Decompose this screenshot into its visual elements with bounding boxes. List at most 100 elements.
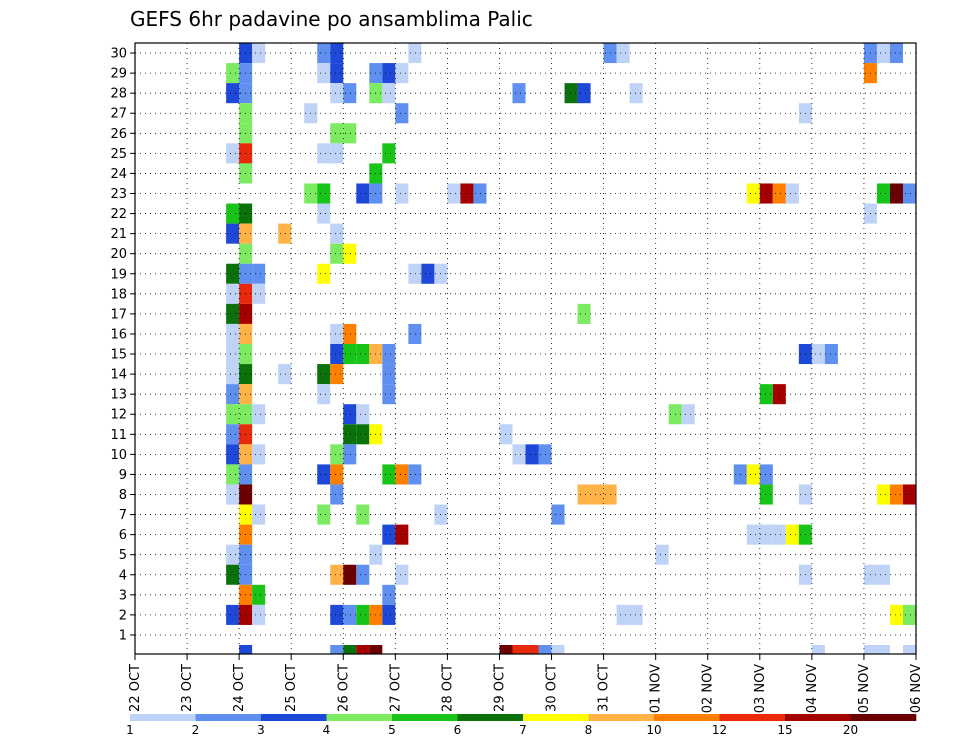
x-tick-label: 29 OCT [492, 664, 507, 712]
precip-cell [382, 584, 396, 605]
precip-cell [226, 404, 240, 425]
y-tick-label: 9 [119, 468, 127, 483]
precip-cell [330, 364, 344, 385]
precip-cell [226, 263, 240, 284]
precip-cell-strip [369, 645, 383, 654]
precip-cell [278, 364, 292, 385]
precip-cell [252, 283, 266, 304]
colorbar-segment [850, 714, 917, 721]
y-tick-label: 17 [110, 307, 127, 322]
precip-cell [330, 123, 344, 144]
precip-cell [395, 524, 409, 545]
precip-cell-strip [863, 645, 877, 654]
precip-cell [577, 484, 591, 505]
colorbar-label: 4 [323, 723, 331, 737]
x-tick-label: 06 NOV [909, 664, 924, 713]
precip-cell [356, 424, 370, 445]
precip-cell [356, 183, 370, 204]
precip-cell [356, 404, 370, 425]
precip-cell [759, 464, 773, 485]
x-tick-label: 30 OCT [545, 664, 560, 712]
precip-cell [356, 504, 370, 525]
precip-cell [382, 83, 396, 104]
precip-cell [226, 444, 240, 465]
y-tick-label: 21 [110, 227, 127, 242]
precip-cell [252, 404, 266, 425]
precip-cell [226, 83, 240, 104]
y-tick-label: 14 [110, 368, 127, 383]
y-tick-label: 1 [119, 628, 127, 643]
precip-cell-strip [512, 645, 526, 654]
precip-cell [811, 344, 825, 365]
precip-cell [330, 63, 344, 84]
y-tick-label: 18 [110, 287, 127, 302]
colorbar-label: 1 [126, 723, 134, 737]
y-tick-label: 28 [110, 87, 127, 102]
precip-cell [395, 564, 409, 585]
precip-cell [395, 103, 409, 124]
precip-cell [577, 83, 591, 104]
colorbar-label: 20 [843, 723, 858, 737]
precip-cell [876, 484, 890, 505]
precip-cell [577, 303, 591, 324]
precip-cell-strip [525, 645, 539, 654]
precip-cell [330, 243, 344, 264]
y-tick-label: 26 [110, 127, 127, 142]
precip-cell [889, 43, 903, 64]
precip-cell [226, 564, 240, 585]
y-tick-label: 13 [110, 388, 127, 403]
colorbar-label: 12 [712, 723, 727, 737]
precip-cell-strip [356, 645, 370, 654]
precip-cell [408, 323, 422, 344]
precip-cell [317, 384, 331, 405]
precip-cell [629, 604, 643, 625]
precip-cell [889, 484, 903, 505]
precip-cell [226, 604, 240, 625]
x-tick-label: 23 OCT [180, 664, 195, 712]
precip-cell [343, 344, 357, 365]
precip-cell [772, 384, 786, 405]
precip-cell [317, 183, 331, 204]
colorbar-label: 5 [388, 723, 396, 737]
precip-cell [382, 143, 396, 164]
y-tick-label: 30 [110, 47, 127, 62]
precip-cell [876, 43, 890, 64]
precip-cell [382, 364, 396, 385]
precip-cell [564, 83, 578, 104]
colorbar-segment [130, 714, 196, 721]
precip-cell [525, 444, 539, 465]
precip-cell [317, 364, 331, 385]
precip-cell [785, 183, 799, 204]
precip-cell [252, 584, 266, 605]
precip-cell [902, 604, 916, 625]
precip-cell [382, 344, 396, 365]
x-tick-label: 24 OCT [232, 664, 247, 712]
precip-cell [330, 223, 344, 244]
precip-cell [226, 384, 240, 405]
y-tick-label: 3 [119, 588, 127, 603]
precip-cell [226, 143, 240, 164]
precip-cell [590, 484, 604, 505]
precip-cell [759, 384, 773, 405]
precip-cell [616, 604, 630, 625]
precip-cell-strip [902, 645, 916, 654]
precip-cell [421, 263, 435, 284]
precip-cell [356, 564, 370, 585]
precip-cell [616, 43, 630, 64]
y-tick-label: 4 [119, 568, 127, 583]
y-tick-label: 11 [110, 428, 127, 443]
colorbar-label: 6 [454, 723, 462, 737]
y-tick-label: 2 [119, 608, 127, 623]
precip-cell [382, 63, 396, 84]
colorbar-label: 3 [257, 723, 265, 737]
precip-cell [252, 504, 266, 525]
precip-cell [330, 43, 344, 64]
y-tick-label: 29 [110, 67, 127, 82]
precip-cell [317, 263, 331, 284]
precip-cell [343, 444, 357, 465]
precip-cell [902, 183, 916, 204]
precip-cell [226, 464, 240, 485]
y-tick-label: 15 [110, 348, 127, 363]
x-tick-label: 03 NOV [753, 664, 768, 713]
precip-cell [252, 604, 266, 625]
